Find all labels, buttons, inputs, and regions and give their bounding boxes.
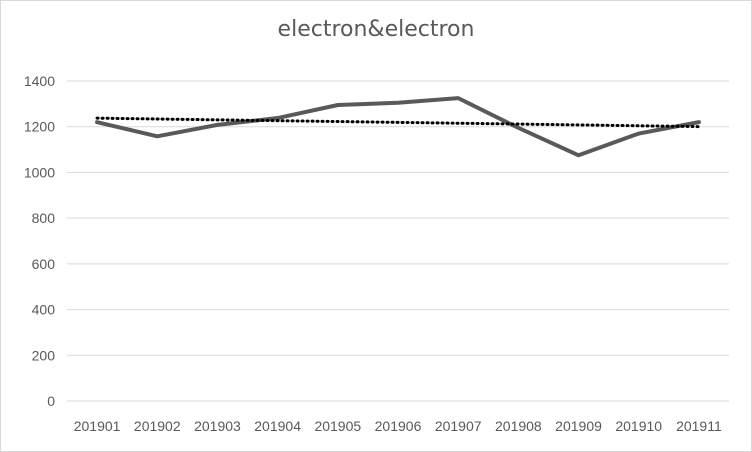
y-tick-label: 200 — [32, 347, 56, 363]
x-tick-label: 201908 — [495, 418, 542, 434]
y-tick-label: 1000 — [24, 164, 55, 180]
x-tick-label: 201901 — [74, 418, 121, 434]
y-tick-label: 800 — [32, 210, 56, 226]
trendline — [95, 116, 701, 129]
x-tick-label: 201909 — [555, 418, 602, 434]
y-tick-label: 0 — [47, 393, 55, 409]
x-tick-label: 201903 — [194, 418, 241, 434]
y-tick-label: 400 — [32, 302, 56, 318]
x-tick-label: 201907 — [435, 418, 482, 434]
series-line — [95, 96, 701, 158]
y-tick-label: 1400 — [24, 73, 55, 89]
x-tick-label: 201910 — [615, 418, 662, 434]
y-tick-label: 1200 — [24, 119, 55, 135]
x-tick-label: 201911 — [676, 418, 722, 434]
chart-title: electron&electron — [277, 17, 475, 42]
x-tick-label: 201905 — [314, 418, 361, 434]
x-tick-label: 201906 — [375, 418, 422, 434]
x-tick-label: 201902 — [134, 418, 181, 434]
y-tick-label: 600 — [32, 256, 56, 272]
x-tick-label: 201904 — [254, 418, 301, 434]
